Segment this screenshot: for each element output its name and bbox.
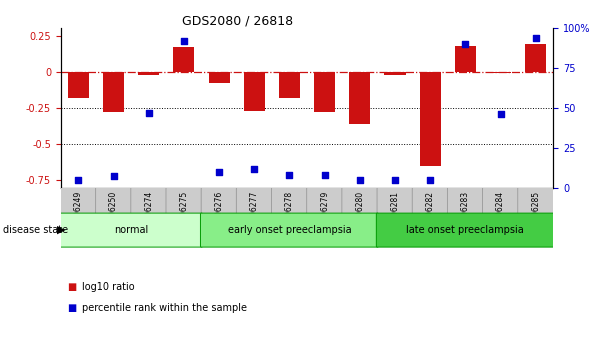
Text: GSM106280: GSM106280 xyxy=(355,191,364,237)
Point xyxy=(179,38,188,44)
Point xyxy=(249,166,259,171)
Bar xyxy=(455,46,476,72)
Bar xyxy=(173,47,195,72)
Bar xyxy=(490,72,511,73)
Text: GDS2080 / 26818: GDS2080 / 26818 xyxy=(182,14,294,27)
Text: ▶: ▶ xyxy=(57,225,65,235)
FancyBboxPatch shape xyxy=(201,213,378,247)
Point xyxy=(460,41,470,47)
Point xyxy=(496,112,505,117)
Point xyxy=(531,35,541,41)
Text: percentile rank within the sample: percentile rank within the sample xyxy=(82,303,247,313)
FancyBboxPatch shape xyxy=(447,187,483,241)
Text: GSM106285: GSM106285 xyxy=(531,191,540,237)
Text: GSM106278: GSM106278 xyxy=(285,191,294,237)
Point xyxy=(214,169,224,175)
FancyBboxPatch shape xyxy=(377,187,413,241)
Bar xyxy=(314,72,335,112)
FancyBboxPatch shape xyxy=(412,187,448,241)
Bar xyxy=(209,72,230,83)
FancyBboxPatch shape xyxy=(95,187,131,241)
Point xyxy=(285,172,294,178)
Bar xyxy=(525,44,546,72)
Text: ■: ■ xyxy=(67,282,76,292)
Text: GSM106282: GSM106282 xyxy=(426,191,435,237)
FancyBboxPatch shape xyxy=(60,213,202,247)
Point xyxy=(425,177,435,183)
Text: GSM106284: GSM106284 xyxy=(496,191,505,237)
Text: GSM106283: GSM106283 xyxy=(461,191,470,237)
Text: ■: ■ xyxy=(67,303,76,313)
Bar xyxy=(68,72,89,98)
Text: early onset preeclampsia: early onset preeclampsia xyxy=(227,225,351,235)
Text: GSM106274: GSM106274 xyxy=(144,191,153,237)
FancyBboxPatch shape xyxy=(272,187,308,241)
Point xyxy=(144,110,154,116)
FancyBboxPatch shape xyxy=(376,213,554,247)
FancyBboxPatch shape xyxy=(166,187,202,241)
Point xyxy=(390,177,400,183)
Point xyxy=(109,174,119,179)
FancyBboxPatch shape xyxy=(131,187,167,241)
Point xyxy=(355,177,365,183)
Text: late onset preeclampsia: late onset preeclampsia xyxy=(407,225,524,235)
Text: GSM106276: GSM106276 xyxy=(215,191,224,237)
Text: GSM106277: GSM106277 xyxy=(250,191,259,237)
Point xyxy=(74,177,83,183)
Text: GSM106281: GSM106281 xyxy=(390,191,399,237)
Bar xyxy=(384,72,406,75)
Point xyxy=(320,172,330,178)
FancyBboxPatch shape xyxy=(483,187,519,241)
Text: GSM106249: GSM106249 xyxy=(74,191,83,237)
Bar xyxy=(103,72,124,112)
FancyBboxPatch shape xyxy=(306,187,342,241)
FancyBboxPatch shape xyxy=(201,187,237,241)
FancyBboxPatch shape xyxy=(342,187,378,241)
FancyBboxPatch shape xyxy=(237,187,272,241)
Bar xyxy=(279,72,300,98)
Text: log10 ratio: log10 ratio xyxy=(82,282,135,292)
FancyBboxPatch shape xyxy=(518,187,554,241)
Bar xyxy=(420,72,441,166)
Text: disease state: disease state xyxy=(3,225,68,235)
FancyBboxPatch shape xyxy=(60,187,96,241)
Bar xyxy=(349,72,370,124)
Bar xyxy=(244,72,265,111)
Text: normal: normal xyxy=(114,225,148,235)
Text: GSM106279: GSM106279 xyxy=(320,191,329,237)
Bar xyxy=(138,72,159,75)
Text: GSM106250: GSM106250 xyxy=(109,191,118,237)
Text: GSM106275: GSM106275 xyxy=(179,191,188,237)
